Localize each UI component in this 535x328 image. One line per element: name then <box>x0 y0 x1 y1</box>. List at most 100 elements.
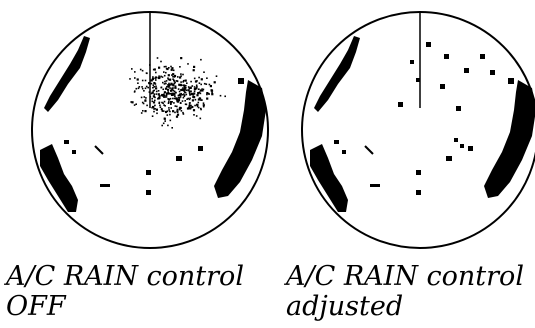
clutter-dot <box>193 88 196 91</box>
clutter-dot <box>179 93 182 96</box>
clutter-dot <box>164 87 168 90</box>
clutter-dot <box>193 114 195 116</box>
clutter-dot <box>161 101 163 104</box>
clutter-dot <box>202 104 205 107</box>
clutter-dot <box>202 105 205 108</box>
coastline-top-left <box>314 36 360 112</box>
clutter-dot <box>189 93 192 96</box>
clutter-dot <box>159 95 161 97</box>
clutter-dot <box>167 92 170 95</box>
clutter-dot <box>152 95 155 98</box>
clutter-dot <box>201 90 204 92</box>
clutter-dot <box>203 71 205 73</box>
clutter-dot <box>188 91 191 93</box>
clutter-dot <box>181 84 183 87</box>
clutter-dot <box>151 97 153 100</box>
echo <box>410 60 414 64</box>
clutter-dot <box>168 109 170 111</box>
clutter-dot <box>198 88 200 90</box>
clutter-dot <box>179 106 182 110</box>
clutter-dot <box>137 82 139 84</box>
clutter-dot <box>141 69 144 72</box>
clutter-dot <box>180 73 182 75</box>
clutter-dot <box>131 101 134 104</box>
clutter-dot <box>219 94 222 97</box>
clutter-dot <box>152 101 156 104</box>
clutter-dot <box>170 103 172 105</box>
target <box>416 190 421 195</box>
clutter-dot <box>172 97 174 100</box>
echo <box>460 144 464 148</box>
target <box>364 145 374 155</box>
clutter-dot <box>176 108 179 111</box>
clutter-dot <box>174 91 177 94</box>
clutter-dot <box>164 80 166 83</box>
clutter-dot <box>172 75 174 78</box>
clutter-dot <box>195 115 198 117</box>
clutter-dot <box>141 87 144 90</box>
clutter-dot <box>201 88 203 90</box>
clutter-dot <box>155 71 157 74</box>
clutter-dot <box>175 97 178 100</box>
clutter-dot <box>180 88 183 92</box>
clutter-dot <box>151 106 153 109</box>
clutter-dot <box>155 79 157 81</box>
clutter-dot <box>150 79 153 82</box>
clutter-dot <box>157 93 160 96</box>
target <box>342 150 346 154</box>
clutter-dot <box>174 85 177 87</box>
clutter-dot <box>173 93 176 95</box>
clutter-dot <box>193 90 196 93</box>
clutter-dot <box>173 80 176 82</box>
clutter-dot <box>198 82 201 84</box>
clutter-dot <box>189 102 191 104</box>
clutter-dot <box>148 82 151 85</box>
target <box>198 146 203 151</box>
clutter-dot <box>200 83 202 86</box>
clutter-dot <box>177 99 181 102</box>
clutter-dot <box>198 98 200 101</box>
clutter-dot <box>165 96 168 98</box>
clutter-dot <box>199 97 202 100</box>
clutter-dot <box>179 76 182 79</box>
clutter-dot <box>135 87 138 90</box>
radar-scope-rain-adjusted <box>301 11 535 249</box>
clutter-dot <box>140 112 143 114</box>
clutter-dot <box>199 89 202 92</box>
clutter-dot <box>141 86 143 88</box>
clutter-dot <box>179 66 181 68</box>
clutter-dot <box>183 94 186 97</box>
clutter-dot <box>188 92 191 94</box>
clutter-dot <box>193 77 196 80</box>
clutter-dot <box>167 88 170 91</box>
clutter-dot <box>173 82 176 85</box>
clutter-dot <box>163 104 165 106</box>
clutter-dot <box>189 107 191 109</box>
clutter-dot <box>194 80 198 83</box>
target <box>416 170 421 175</box>
clutter-dot <box>182 96 185 99</box>
clutter-dot <box>182 111 184 114</box>
clutter-dot <box>184 85 186 88</box>
clutter-dot <box>200 78 203 81</box>
clutter-dot <box>169 119 172 122</box>
clutter-dot <box>174 86 177 89</box>
clutter-dot <box>153 89 155 92</box>
clutter-dot <box>134 77 136 79</box>
rain-clutter-dense <box>129 57 226 129</box>
clutter-dot <box>169 78 172 81</box>
clutter-dot <box>190 86 192 89</box>
clutter-dot <box>161 76 164 78</box>
clutter-dot <box>150 92 153 95</box>
clutter-dot <box>143 90 145 92</box>
clutter-dot <box>200 107 202 110</box>
clutter-dot <box>157 90 160 92</box>
clutter-dot <box>183 90 185 92</box>
clutter-dot <box>197 106 200 109</box>
clutter-dot <box>159 76 161 79</box>
clutter-dot <box>173 97 176 100</box>
clutter-dot <box>202 102 205 104</box>
clutter-dot <box>165 94 168 96</box>
clutter-dot <box>181 100 184 102</box>
clutter-dot <box>149 95 152 98</box>
